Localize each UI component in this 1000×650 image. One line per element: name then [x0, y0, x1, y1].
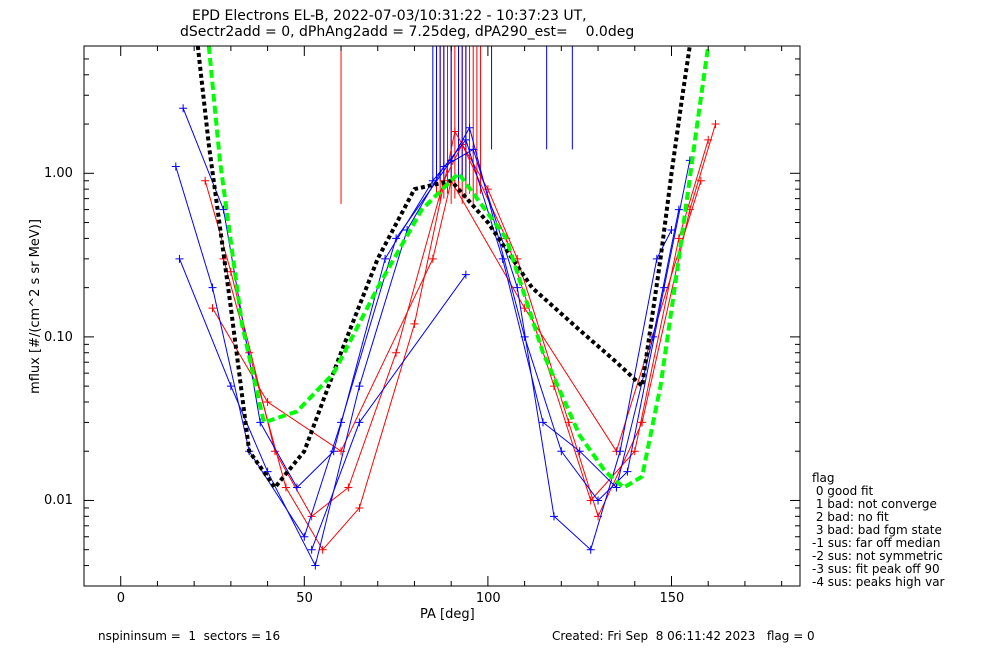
data-point-marker [557, 447, 566, 456]
data-point-marker [538, 418, 547, 427]
black-fit-curve [195, 45, 692, 490]
data-point-marker [175, 254, 184, 263]
data-point-marker [667, 226, 676, 235]
data-point-marker [307, 545, 316, 554]
plot-frame [83, 45, 801, 587]
data-series-line [179, 148, 672, 568]
data-series-line [204, 139, 709, 518]
data-point-marker [226, 382, 235, 391]
data-point-marker [381, 254, 390, 263]
data-series-line [175, 126, 691, 538]
data-point-marker [594, 496, 603, 505]
x-axis-label: PA [deg] [420, 607, 475, 622]
data-point-marker [329, 447, 338, 456]
y-axis-label: mflux [#/(cm^2 s sr MeV)] [27, 219, 43, 394]
data-series-line [223, 123, 716, 551]
data-point-marker [439, 162, 448, 171]
data-point-marker [575, 447, 584, 456]
footer-right: Created: Fri Sep 8 06:11:42 2023 flag = … [552, 629, 815, 643]
data-point-marker [256, 418, 265, 427]
data-point-marker [630, 447, 639, 456]
legend-item: -4 sus: peaks high var [812, 575, 945, 589]
fit-curves [195, 45, 711, 490]
data-point-marker [469, 145, 478, 154]
data-point-marker [428, 254, 437, 263]
data-point-marker [461, 270, 470, 279]
data-point-marker [564, 418, 573, 427]
data-point-marker [318, 545, 327, 554]
data-series-line [182, 108, 680, 489]
legend-item: -2 sus: not symmetric [812, 549, 943, 563]
data-series-line [311, 274, 467, 550]
x-tick-label: 150 [659, 591, 685, 606]
x-tick-label: 50 [296, 591, 313, 606]
data-point-marker [281, 483, 290, 492]
data-point-marker [355, 382, 364, 391]
data-point-marker [410, 319, 419, 328]
y-tick-label: 0.01 [44, 493, 73, 509]
data-point-marker [201, 176, 210, 185]
data-point-marker [292, 483, 301, 492]
data-point-marker [465, 123, 474, 132]
y-tick-label: 1.00 [44, 166, 73, 182]
y-tick-label: 0.10 [44, 329, 73, 345]
data-point-marker [226, 267, 235, 276]
data-point-marker [355, 503, 364, 512]
legend-item: -1 sus: far off median [812, 536, 941, 550]
data-point-marker [498, 254, 507, 263]
data-point-marker [711, 120, 720, 129]
data-point-marker [696, 176, 705, 185]
data-point-marker [549, 512, 558, 521]
data-point-marker [208, 283, 217, 292]
data-point-marker [392, 348, 401, 357]
data-point-marker [660, 283, 669, 292]
data-point-marker [392, 234, 401, 243]
data-point-marker [513, 283, 522, 292]
legend-item: -3 sus: fit peak off 90 [812, 562, 940, 576]
legend-item: 2 bad: no fit [812, 510, 889, 524]
data-point-marker [311, 561, 320, 570]
data-point-marker [612, 483, 621, 492]
data-point-marker [208, 304, 217, 313]
data-point-marker [355, 418, 364, 427]
data-point-marker [171, 162, 180, 171]
green-fit-curve [206, 45, 711, 490]
data-point-marker [179, 104, 188, 113]
data-point-marker [337, 418, 346, 427]
x-tick-label: 100 [475, 591, 501, 606]
legend-title: flag [812, 471, 835, 485]
chart-subtitle: dSectr2add = 0, dPhAng2add = 7.25deg, dP… [180, 24, 635, 40]
data-point-marker [638, 418, 647, 427]
data-point-marker [616, 447, 625, 456]
chart-title: EPD Electrons EL-B, 2022-07-03/10:31:22 … [192, 8, 587, 24]
legend-item: 1 bad: not converge [812, 497, 937, 511]
legend-item: 3 bad: bad fgm state [812, 523, 942, 537]
data-series-line [212, 179, 702, 453]
data-point-marker [300, 532, 309, 541]
data-point-marker [263, 397, 272, 406]
data-point-marker [344, 483, 353, 492]
data-point-marker [623, 467, 632, 476]
x-tick-label: 0 [116, 591, 125, 606]
data-point-marker [674, 234, 683, 243]
data-point-marker [586, 545, 595, 554]
legend: flag 0 good fit 1 bad: not converge 2 ba… [812, 472, 944, 589]
legend-item: 0 good fit [812, 484, 874, 498]
data-point-marker [649, 332, 658, 341]
legend-items: 0 good fit 1 bad: not converge 2 bad: no… [812, 485, 944, 589]
data-lines [171, 46, 720, 570]
data-point-marker [219, 205, 228, 214]
axis-ticks [83, 45, 800, 587]
footer-left: nspininsum = 1 sectors = 16 [98, 629, 281, 643]
data-point-marker [450, 127, 459, 136]
